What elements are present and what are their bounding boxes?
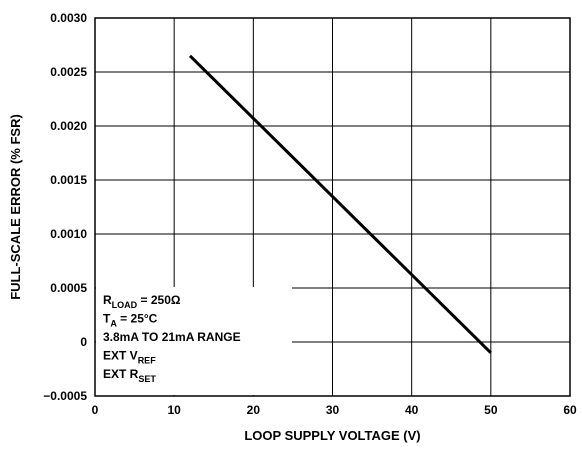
- annotation-line: RLOAD = 250Ω: [103, 293, 181, 310]
- annotation-box-background: [96, 287, 292, 395]
- x-tick-label: 0: [92, 403, 99, 417]
- plot-frame: [94, 17, 571, 397]
- x-tick-label: 50: [484, 403, 498, 417]
- annotation-line: 3.8mA TO 21mA RANGE: [103, 330, 241, 344]
- annotation-block: RLOAD = 250Ω TA = 25°C3.8mA TO 21mA RANGE…: [103, 293, 241, 384]
- x-tick-label: 60: [563, 403, 577, 417]
- annotation-line: EXT VREF: [103, 349, 156, 366]
- y-tick-label: 0.0015: [50, 173, 87, 187]
- annotation-line: EXT RSET: [103, 367, 156, 384]
- y-tick-label: 0.0005: [50, 281, 87, 295]
- x-tick-label: 20: [247, 403, 261, 417]
- x-tick-labels: 0 10 20 30 40 50 60: [92, 403, 577, 417]
- series-layer: [188, 54, 492, 354]
- y-tick-labels: 0.0030 0.0025 0.0020 0.0015 0.0010 0.0005 0 −0.…: [43, 11, 87, 403]
- x-tick-label: 30: [326, 403, 340, 417]
- grid-lines: [94, 17, 571, 397]
- y-tick-label: 0.0020: [50, 119, 87, 133]
- annotation-line: TA = 25°C: [103, 312, 158, 329]
- y-tick-label: 0.0030: [50, 11, 87, 25]
- x-tick-label: 40: [405, 403, 419, 417]
- y-axis-title: FULL-SCALE ERROR (% FSR): [8, 114, 23, 300]
- y-tick-label: −0.0005: [43, 389, 87, 403]
- y-tick-label: 0.0025: [50, 65, 87, 79]
- series-line: [188, 54, 492, 354]
- x-tick-label: 10: [167, 403, 181, 417]
- x-axis-title: LOOP SUPPLY VOLTAGE (V): [244, 428, 420, 443]
- y-tick-label: 0.0010: [50, 227, 87, 241]
- y-tick-label: 0: [80, 335, 87, 349]
